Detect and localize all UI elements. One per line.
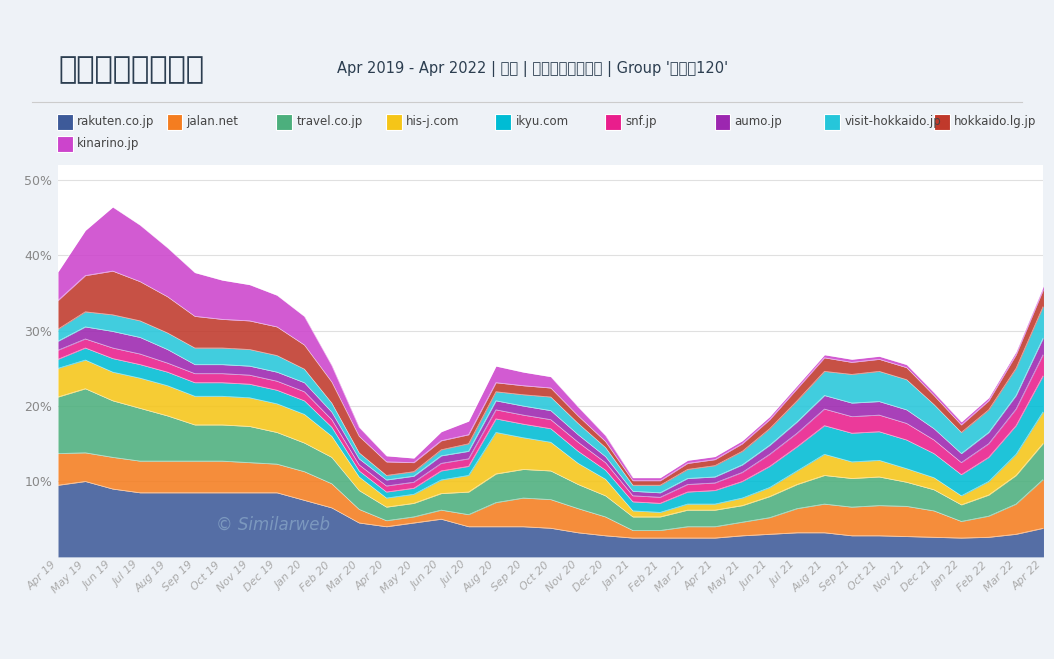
Text: hokkaido.lg.jp: hokkaido.lg.jp [954, 115, 1036, 129]
Text: aumo.jp: aumo.jp [735, 115, 782, 129]
Text: visit-hokkaido.jp: visit-hokkaido.jp [844, 115, 941, 129]
Text: snf.jp: snf.jp [625, 115, 657, 129]
Text: travel.co.jp: travel.co.jp [296, 115, 363, 129]
Text: kinarino.jp: kinarino.jp [77, 137, 139, 150]
Text: Apr 2019 - Apr 2022 | 日本 | オーガニックのみ | Group '北海道120': Apr 2019 - Apr 2022 | 日本 | オーガニックのみ | Gr… [337, 61, 728, 77]
Text: トラフィック分布: トラフィック分布 [58, 55, 204, 84]
Text: his-j.com: his-j.com [406, 115, 460, 129]
Text: © Similarweb: © Similarweb [216, 515, 330, 533]
Text: jalan.net: jalan.net [187, 115, 238, 129]
Text: rakuten.co.jp: rakuten.co.jp [77, 115, 154, 129]
Text: ikyu.com: ikyu.com [515, 115, 568, 129]
